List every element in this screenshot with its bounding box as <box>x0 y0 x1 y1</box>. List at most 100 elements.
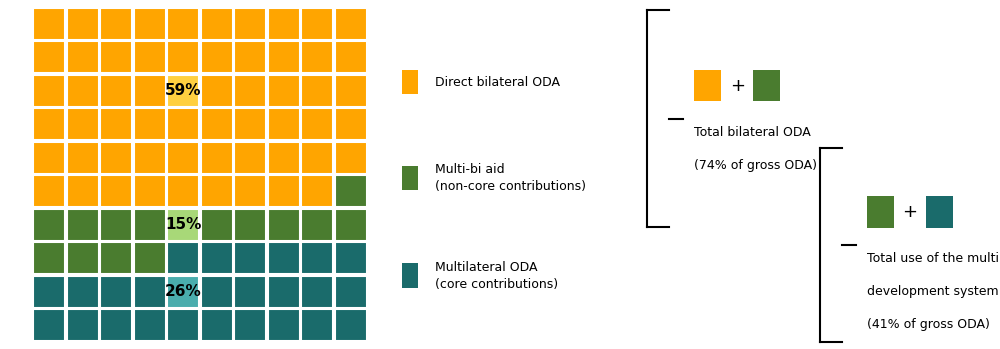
FancyBboxPatch shape <box>335 209 367 241</box>
FancyBboxPatch shape <box>100 276 132 308</box>
Text: +: + <box>902 203 918 221</box>
FancyBboxPatch shape <box>167 276 199 308</box>
FancyBboxPatch shape <box>234 276 266 308</box>
FancyBboxPatch shape <box>33 142 65 174</box>
FancyBboxPatch shape <box>67 276 99 308</box>
FancyBboxPatch shape <box>167 209 199 241</box>
FancyBboxPatch shape <box>301 209 333 241</box>
FancyBboxPatch shape <box>33 41 65 73</box>
FancyBboxPatch shape <box>100 175 132 207</box>
FancyBboxPatch shape <box>335 41 367 73</box>
FancyBboxPatch shape <box>335 75 367 107</box>
FancyBboxPatch shape <box>67 41 99 73</box>
FancyBboxPatch shape <box>201 276 233 308</box>
FancyBboxPatch shape <box>100 309 132 341</box>
FancyBboxPatch shape <box>234 309 266 341</box>
FancyBboxPatch shape <box>268 309 300 341</box>
FancyBboxPatch shape <box>335 108 367 140</box>
Text: (41% of gross ODA): (41% of gross ODA) <box>867 319 990 332</box>
FancyBboxPatch shape <box>100 75 132 107</box>
Text: Total use of the multilateral: Total use of the multilateral <box>867 252 1000 265</box>
FancyBboxPatch shape <box>67 175 99 207</box>
Text: 26%: 26% <box>165 284 202 299</box>
FancyBboxPatch shape <box>335 142 367 174</box>
FancyBboxPatch shape <box>167 309 199 341</box>
FancyBboxPatch shape <box>234 8 266 40</box>
FancyBboxPatch shape <box>67 75 99 107</box>
FancyBboxPatch shape <box>167 75 199 107</box>
Text: 15%: 15% <box>165 217 201 232</box>
FancyBboxPatch shape <box>201 108 233 140</box>
FancyBboxPatch shape <box>234 41 266 73</box>
FancyBboxPatch shape <box>134 309 166 341</box>
FancyBboxPatch shape <box>234 108 266 140</box>
FancyBboxPatch shape <box>268 8 300 40</box>
FancyBboxPatch shape <box>234 75 266 107</box>
FancyBboxPatch shape <box>694 70 721 101</box>
FancyBboxPatch shape <box>301 175 333 207</box>
FancyBboxPatch shape <box>753 70 780 101</box>
FancyBboxPatch shape <box>33 75 65 107</box>
FancyBboxPatch shape <box>167 175 199 207</box>
FancyBboxPatch shape <box>268 75 300 107</box>
FancyBboxPatch shape <box>134 75 166 107</box>
Text: development system: development system <box>867 285 998 298</box>
Text: 59%: 59% <box>165 83 201 98</box>
FancyBboxPatch shape <box>33 8 65 40</box>
FancyBboxPatch shape <box>402 166 418 190</box>
FancyBboxPatch shape <box>335 175 367 207</box>
FancyBboxPatch shape <box>402 70 418 94</box>
FancyBboxPatch shape <box>201 8 233 40</box>
FancyBboxPatch shape <box>167 8 199 40</box>
FancyBboxPatch shape <box>100 209 132 241</box>
Text: +: + <box>730 76 745 95</box>
FancyBboxPatch shape <box>201 75 233 107</box>
FancyBboxPatch shape <box>33 309 65 341</box>
FancyBboxPatch shape <box>167 142 199 174</box>
FancyBboxPatch shape <box>134 175 166 207</box>
FancyBboxPatch shape <box>67 209 99 241</box>
FancyBboxPatch shape <box>100 142 132 174</box>
FancyBboxPatch shape <box>201 309 233 341</box>
FancyBboxPatch shape <box>67 242 99 274</box>
FancyBboxPatch shape <box>67 8 99 40</box>
FancyBboxPatch shape <box>301 75 333 107</box>
Text: Direct bilateral ODA: Direct bilateral ODA <box>435 75 560 89</box>
FancyBboxPatch shape <box>867 196 894 228</box>
FancyBboxPatch shape <box>301 276 333 308</box>
FancyBboxPatch shape <box>335 276 367 308</box>
FancyBboxPatch shape <box>67 309 99 341</box>
FancyBboxPatch shape <box>926 196 953 228</box>
FancyBboxPatch shape <box>268 108 300 140</box>
Text: (74% of gross ODA): (74% of gross ODA) <box>694 159 817 172</box>
Text: Multilateral ODA
(core contributions): Multilateral ODA (core contributions) <box>435 261 558 291</box>
FancyBboxPatch shape <box>134 41 166 73</box>
FancyBboxPatch shape <box>167 41 199 73</box>
FancyBboxPatch shape <box>33 209 65 241</box>
FancyBboxPatch shape <box>335 309 367 341</box>
FancyBboxPatch shape <box>301 309 333 341</box>
FancyBboxPatch shape <box>268 41 300 73</box>
FancyBboxPatch shape <box>33 108 65 140</box>
FancyBboxPatch shape <box>335 242 367 274</box>
FancyBboxPatch shape <box>134 142 166 174</box>
FancyBboxPatch shape <box>134 276 166 308</box>
Text: Multi-bi aid
(non-core contributions): Multi-bi aid (non-core contributions) <box>435 163 586 193</box>
Text: Total bilateral ODA: Total bilateral ODA <box>694 126 811 139</box>
FancyBboxPatch shape <box>201 175 233 207</box>
FancyBboxPatch shape <box>33 175 65 207</box>
FancyBboxPatch shape <box>201 242 233 274</box>
FancyBboxPatch shape <box>234 175 266 207</box>
FancyBboxPatch shape <box>33 276 65 308</box>
FancyBboxPatch shape <box>301 142 333 174</box>
FancyBboxPatch shape <box>234 209 266 241</box>
FancyBboxPatch shape <box>268 175 300 207</box>
FancyBboxPatch shape <box>268 142 300 174</box>
FancyBboxPatch shape <box>134 242 166 274</box>
FancyBboxPatch shape <box>402 263 418 288</box>
FancyBboxPatch shape <box>134 108 166 140</box>
FancyBboxPatch shape <box>167 209 199 241</box>
FancyBboxPatch shape <box>100 41 132 73</box>
FancyBboxPatch shape <box>100 8 132 40</box>
FancyBboxPatch shape <box>335 8 367 40</box>
